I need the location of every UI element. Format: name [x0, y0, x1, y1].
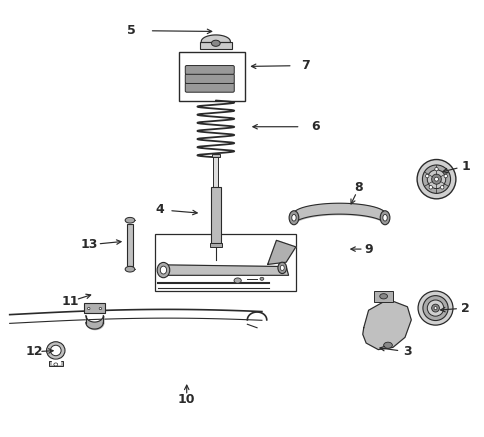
Bar — [199, 42, 231, 49]
Text: 11: 11 — [61, 295, 79, 308]
Ellipse shape — [431, 304, 439, 312]
Bar — [155, 234, 295, 291]
Ellipse shape — [125, 217, 135, 223]
Ellipse shape — [426, 300, 443, 316]
Bar — [213, 157, 218, 187]
Ellipse shape — [434, 167, 437, 171]
Text: 7: 7 — [301, 59, 309, 72]
Ellipse shape — [99, 308, 102, 309]
Bar — [374, 291, 392, 302]
Ellipse shape — [291, 215, 296, 221]
Bar — [49, 361, 62, 366]
Ellipse shape — [417, 291, 452, 325]
Ellipse shape — [433, 307, 436, 309]
Ellipse shape — [426, 170, 445, 189]
Ellipse shape — [280, 265, 284, 271]
Ellipse shape — [422, 165, 450, 193]
Text: 13: 13 — [81, 238, 98, 251]
Ellipse shape — [431, 174, 440, 184]
Text: 1: 1 — [460, 160, 469, 173]
Bar — [212, 154, 219, 157]
Polygon shape — [267, 240, 295, 264]
Bar — [84, 303, 105, 313]
Ellipse shape — [125, 267, 135, 272]
Ellipse shape — [50, 345, 61, 356]
FancyBboxPatch shape — [185, 66, 234, 74]
Ellipse shape — [259, 277, 263, 281]
Text: 5: 5 — [126, 24, 135, 37]
Ellipse shape — [422, 296, 447, 321]
Bar — [211, 187, 220, 243]
FancyBboxPatch shape — [185, 74, 234, 83]
FancyBboxPatch shape — [185, 83, 234, 92]
Text: 8: 8 — [354, 181, 363, 194]
Ellipse shape — [434, 177, 438, 181]
Text: 2: 2 — [460, 302, 469, 315]
Ellipse shape — [379, 294, 387, 299]
Ellipse shape — [87, 308, 90, 309]
Text: 3: 3 — [402, 345, 411, 358]
Text: 12: 12 — [25, 345, 43, 358]
Bar — [209, 243, 222, 247]
Bar — [126, 224, 133, 266]
Polygon shape — [160, 265, 288, 275]
Text: 9: 9 — [363, 243, 372, 256]
Ellipse shape — [439, 186, 443, 189]
Ellipse shape — [416, 160, 455, 199]
Ellipse shape — [379, 211, 389, 225]
Polygon shape — [362, 299, 410, 350]
Ellipse shape — [428, 186, 432, 189]
Ellipse shape — [211, 40, 220, 46]
Text: 10: 10 — [178, 393, 195, 406]
Ellipse shape — [277, 262, 286, 274]
Ellipse shape — [424, 174, 428, 178]
Text: 4: 4 — [155, 203, 164, 216]
Ellipse shape — [54, 363, 58, 366]
Polygon shape — [52, 360, 60, 364]
Ellipse shape — [157, 262, 169, 278]
Ellipse shape — [383, 342, 392, 348]
Text: 6: 6 — [310, 120, 319, 133]
Ellipse shape — [288, 211, 298, 225]
Ellipse shape — [443, 174, 447, 178]
Ellipse shape — [233, 278, 241, 283]
Bar — [179, 52, 244, 101]
Polygon shape — [201, 35, 230, 42]
Ellipse shape — [46, 342, 65, 359]
Ellipse shape — [160, 266, 166, 274]
Ellipse shape — [382, 215, 386, 221]
